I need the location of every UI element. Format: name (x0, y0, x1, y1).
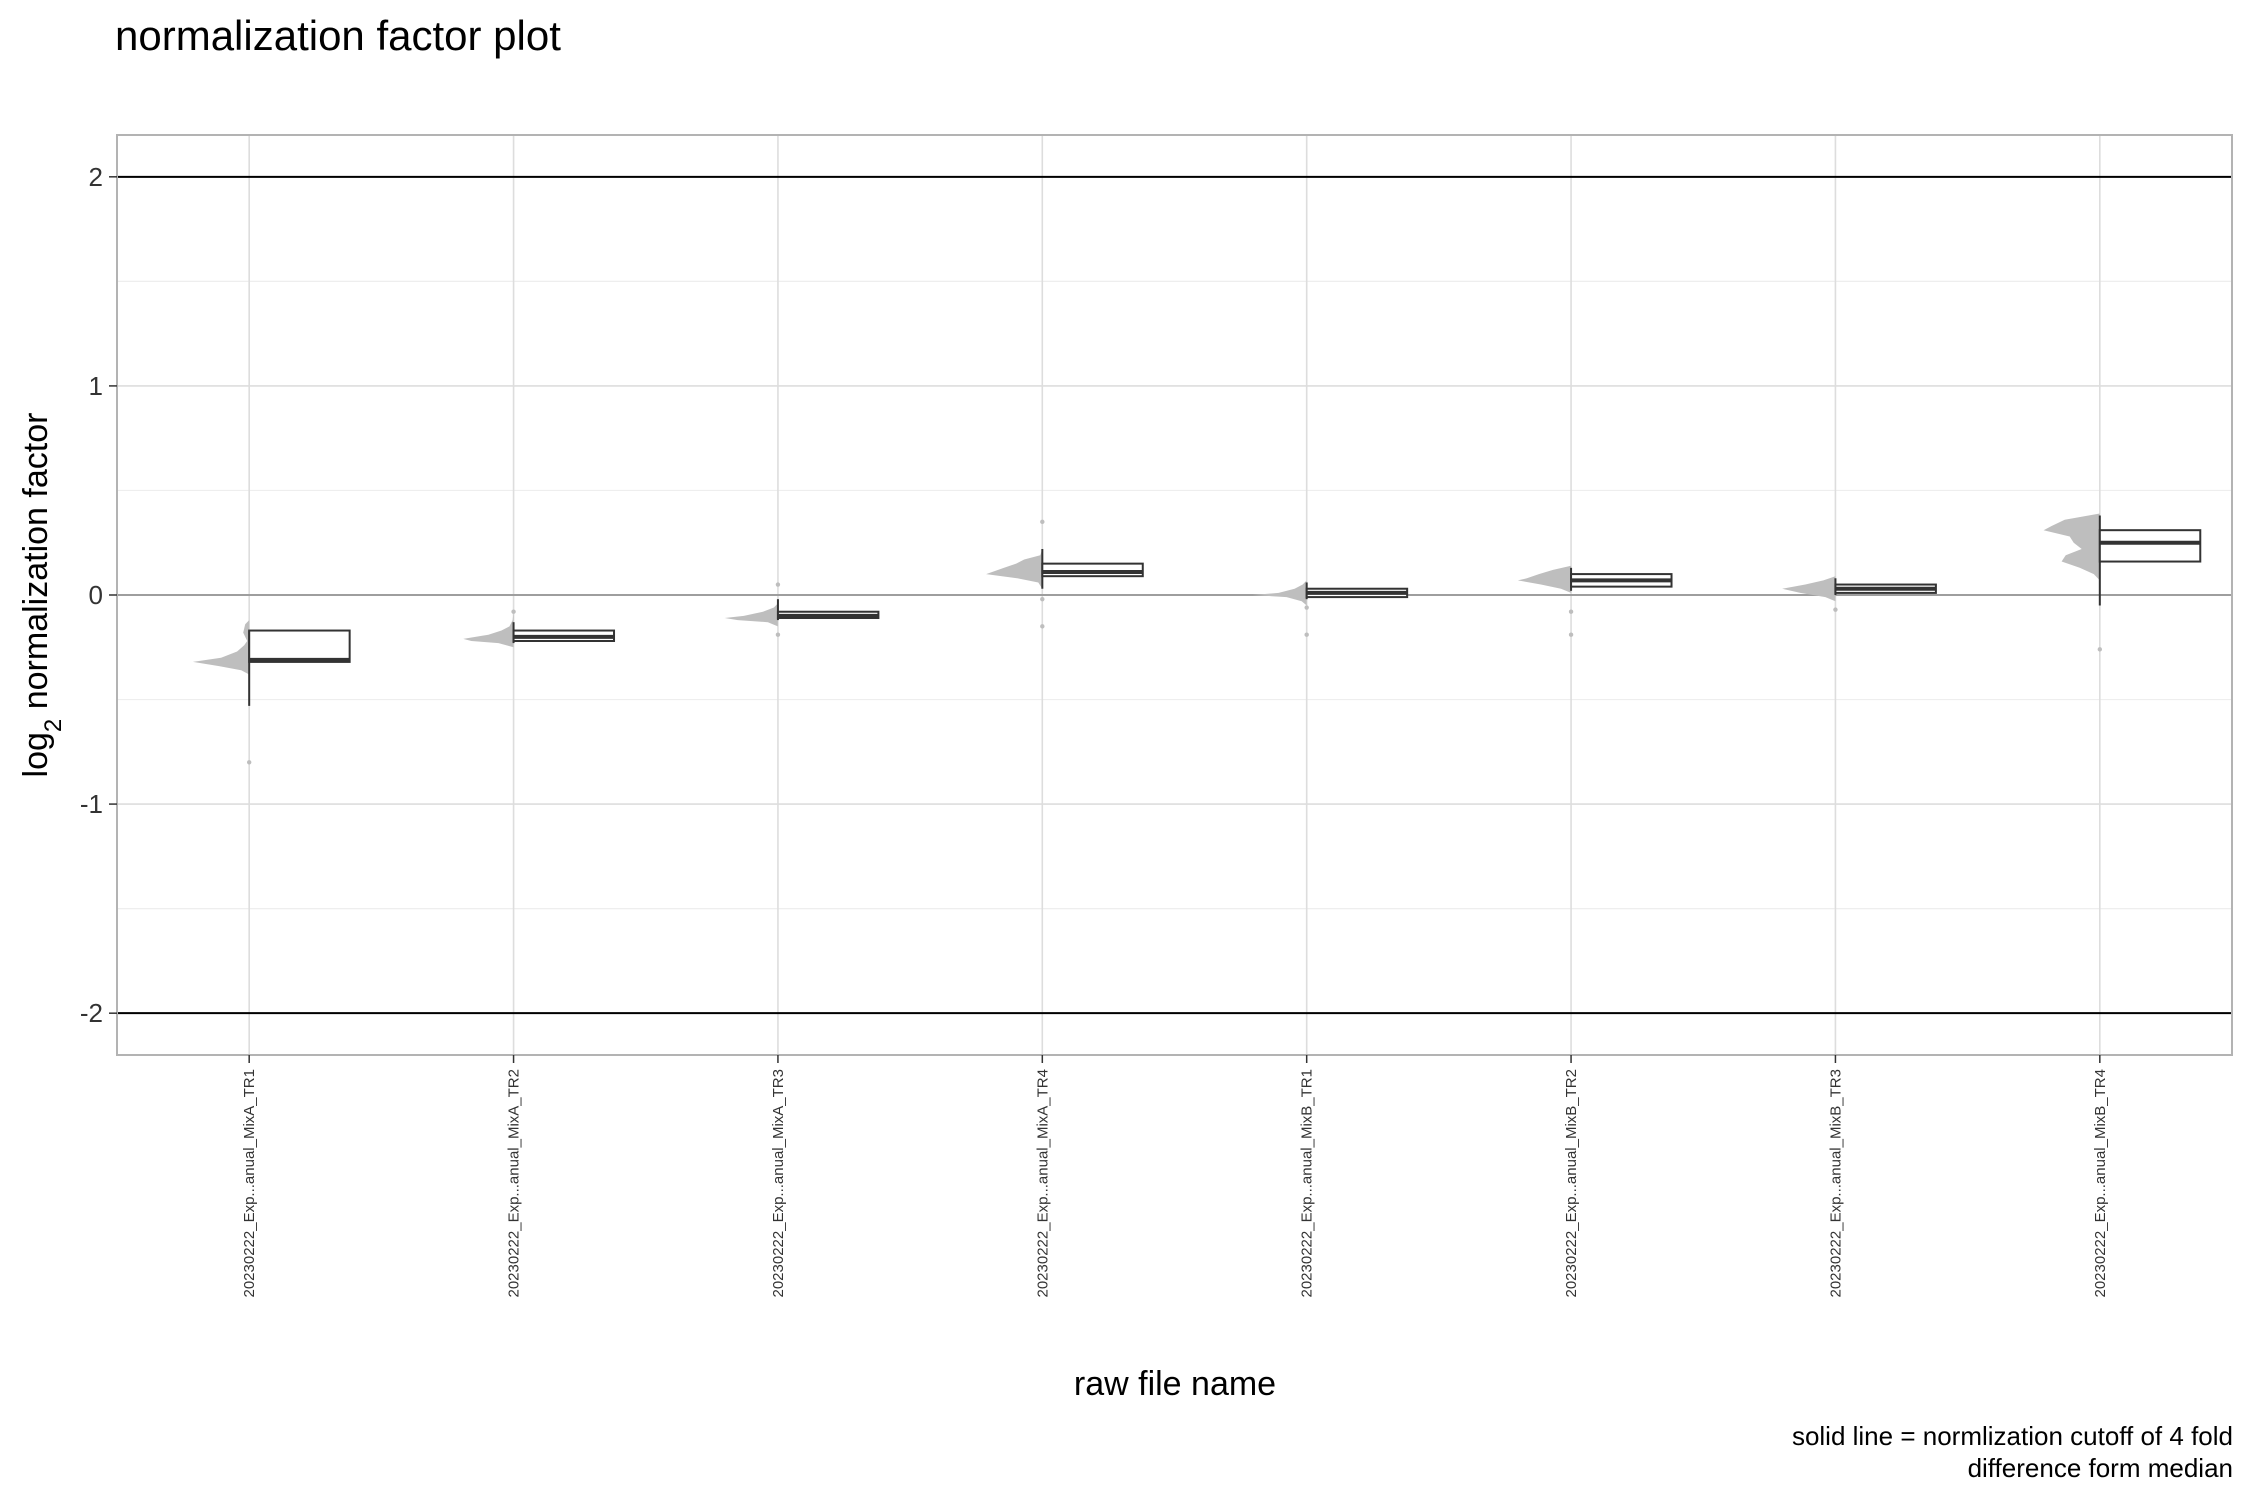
sample-group (2043, 513, 2202, 652)
outlier-point (1568, 632, 1574, 637)
y-tick-label: 0 (89, 580, 103, 610)
x-tick-label: 20230222_Exp...anual_MixB_TR3 (1827, 1069, 1844, 1298)
outlier-point (1040, 596, 1045, 602)
x-axis-title: raw file name (1074, 1365, 1276, 1403)
sample-group (724, 582, 880, 637)
violin-shape (463, 611, 514, 648)
chart-marks (192, 513, 2202, 765)
y-tick-label: -2 (80, 998, 103, 1028)
sample-group (1252, 580, 1409, 637)
sample-group (986, 519, 1144, 629)
box-body (1041, 562, 1144, 578)
y-axis-ticks: -2 -1 0 1 2 (80, 162, 117, 1028)
caption-line-1: solid line = normlization cutoff of 4 fo… (1792, 1421, 2233, 1451)
violin-shape (192, 620, 250, 675)
x-tick-label: 20230222_Exp...anual_MixB_TR4 (2092, 1069, 2109, 1298)
x-tick-label: 20230222_Exp...anual_MixB_TR1 (1299, 1069, 1316, 1298)
caption-line-2: difference form median (1968, 1453, 2233, 1483)
outlier-point (1040, 624, 1045, 629)
y-tick-label: -1 (80, 789, 103, 819)
chart-title: normalization factor plot (115, 12, 561, 59)
outlier-point (2097, 647, 2103, 652)
x-tick-label: 20230222_Exp...anual_MixA_TR2 (506, 1069, 523, 1298)
x-axis-ticks: 20230222_Exp...anual_MixA_TR1 20230222_Ex… (241, 1055, 2109, 1298)
violin-shape (1517, 565, 1572, 593)
outlier-point (775, 582, 781, 587)
x-tick-label: 20230222_Exp...anual_MixA_TR1 (241, 1069, 258, 1298)
sample-group (1517, 565, 1673, 637)
y-tick-label: 1 (89, 371, 103, 401)
reference-lines (117, 175, 2232, 1015)
x-tick-label: 20230222_Exp...anual_MixA_TR4 (1034, 1069, 1051, 1298)
sample-group (463, 609, 616, 648)
sample-group (1782, 576, 1937, 612)
box-body (2098, 529, 2202, 563)
x-tick-label: 20230222_Exp...anual_MixB_TR2 (1563, 1069, 1580, 1298)
outlier-point (511, 609, 516, 614)
violin-shape (986, 549, 1043, 589)
y-tick-label: 2 (89, 162, 103, 192)
outlier-point (1304, 632, 1309, 637)
outlier-point (1040, 519, 1045, 525)
outlier-point (246, 760, 252, 765)
box-body (248, 629, 351, 663)
outlier-point (1833, 607, 1838, 612)
x-tick-label: 20230222_Exp...anual_MixA_TR3 (770, 1069, 787, 1298)
outlier-point (1568, 609, 1574, 614)
violin-shape (724, 603, 778, 627)
y-axis-title: log2 normalization factor (17, 413, 67, 778)
outlier-point (1304, 605, 1309, 610)
violin-shape (1782, 576, 1836, 602)
outlier-point (775, 632, 781, 637)
sample-group (192, 620, 351, 765)
violin-shape (2043, 513, 2100, 581)
violin-shape (1252, 580, 1307, 606)
